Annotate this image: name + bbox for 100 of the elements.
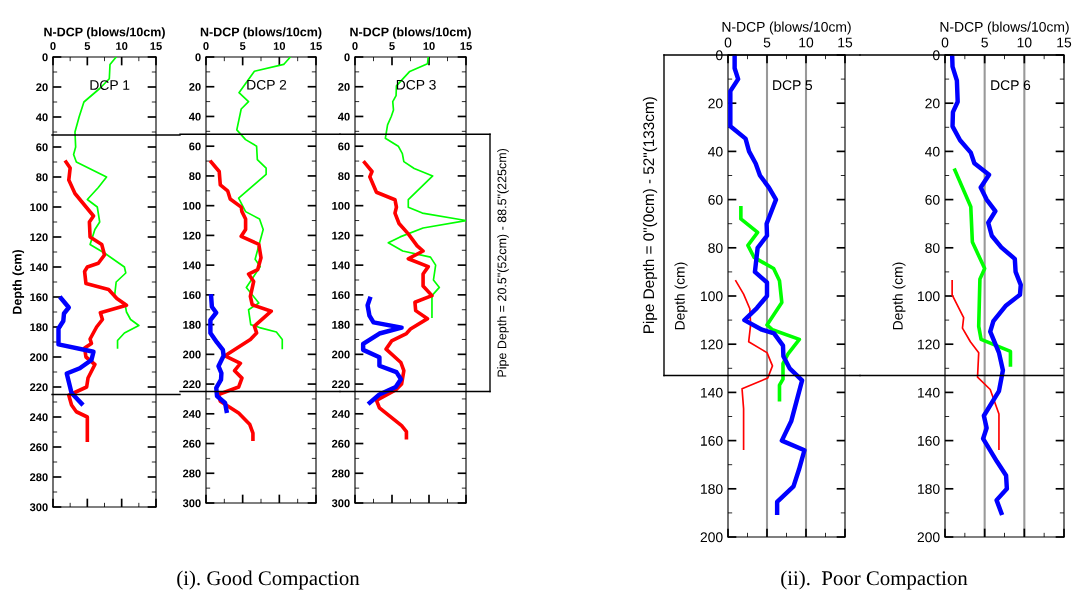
y-tick-label: 160 (183, 291, 201, 299)
y-tick-label: 220 (182, 380, 201, 389)
y-tick-label: 280 (182, 469, 201, 478)
y-tick-label: 20 (338, 83, 350, 91)
y-axis-title: Depth (cm) (892, 262, 906, 330)
y-tick-label: 200 (29, 353, 48, 362)
y-tick-label: 40 (708, 146, 723, 157)
x-tick-label: 5 (981, 37, 988, 48)
line-series (72, 57, 140, 349)
y-tick-label: 140 (918, 387, 940, 398)
line-series (384, 57, 466, 319)
text: (ii). Poor Compaction (781, 570, 968, 590)
y-tick-label: 280 (29, 473, 48, 482)
ref-line-label: Pipe Depth = 20.5"(52cm) - 88.5"(225cm) (497, 148, 509, 377)
y-tick-label: 140 (183, 261, 201, 270)
y-tick-label: 200 (182, 350, 201, 359)
y-tick-label: 200 (331, 350, 350, 359)
y-tick-label: 80 (36, 173, 48, 182)
y-tick-label: 240 (182, 410, 201, 418)
x-tick-label: 10 (273, 42, 286, 50)
x-tick-label: 5 (389, 42, 395, 50)
y-tick-label: 80 (708, 243, 723, 253)
line-series (734, 279, 774, 451)
y-tick-label: 60 (338, 142, 350, 151)
x-axis-title: N-DCP (blows/10cm) (350, 27, 471, 39)
line-series (360, 296, 404, 405)
y-tick-label: 120 (918, 339, 940, 350)
x-tick-label: 0 (203, 42, 209, 50)
x-tick-label: 5 (239, 42, 246, 50)
y-tick-label: 40 (925, 146, 940, 157)
y-tick-label: 180 (332, 320, 350, 329)
x-tick-label: 15 (1057, 37, 1072, 48)
x-axis-title: N-DCP (blows/10cm) (722, 21, 851, 35)
ref-line-label: Pipe Depth = 0"(0cm) - 52"(133cm) (642, 97, 658, 333)
x-tick-label: 10 (799, 37, 814, 48)
y-tick-label: 60 (189, 142, 201, 151)
y-tick-label: 240 (331, 410, 350, 418)
y-tick-label: 120 (30, 233, 48, 242)
y-tick-label: 200 (917, 532, 940, 543)
y-tick-label: 160 (918, 435, 940, 446)
line-series (209, 160, 274, 441)
x-tick-label: 0 (724, 37, 732, 48)
y-tick-label: 60 (925, 194, 940, 205)
text: DCP 3 (396, 79, 436, 90)
line-series (949, 55, 1023, 516)
y-tick-label: 20 (189, 83, 201, 91)
line-series (953, 168, 1013, 367)
y-tick-label: 260 (331, 439, 350, 448)
x-tick-label: 0 (352, 42, 358, 50)
text: (i). Good Compaction (177, 570, 360, 590)
line-series (362, 160, 434, 440)
y-tick-label: 100 (30, 203, 48, 212)
y-tick-label: 100 (183, 201, 201, 210)
line-series (235, 57, 292, 350)
y-tick-label: 100 (332, 201, 350, 210)
x-tick-label: 10 (116, 42, 128, 50)
x-tick-label: 15 (460, 42, 472, 50)
x-tick-label: 15 (150, 42, 162, 50)
y-tick-label: 300 (331, 499, 350, 508)
y-tick-label: 220 (331, 380, 350, 389)
y-tick-label: 40 (188, 112, 201, 121)
y-tick-label: 260 (182, 439, 201, 448)
y-tick-label: 60 (708, 194, 723, 205)
y-tick-label: 120 (332, 231, 350, 240)
y-tick-label: 260 (29, 443, 48, 452)
y-tick-label: 240 (29, 413, 48, 422)
y-tick-label: 200 (700, 532, 723, 543)
line-series (728, 55, 807, 516)
y-axis-title: Depth (cm) (674, 262, 688, 330)
y-tick-label: 40 (35, 113, 48, 122)
x-axis-title: N-DCP (blows/10cm) (44, 27, 165, 39)
x-tick-label: 15 (838, 37, 853, 48)
y-tick-label: 0 (195, 53, 201, 62)
y-tick-label: 20 (708, 98, 723, 109)
x-tick-label: 10 (1017, 37, 1032, 48)
y-tick-label: 180 (30, 323, 48, 332)
y-tick-label: 120 (183, 231, 201, 240)
y-tick-label: 140 (701, 387, 723, 398)
line-series (739, 205, 802, 402)
y-tick-label: 160 (701, 435, 723, 446)
line-series (64, 160, 129, 443)
text: DCP 6 (991, 80, 1031, 91)
x-axis-title: N-DCP (blows/10cm) (940, 21, 1069, 35)
y-tick-label: 300 (29, 503, 48, 512)
y-tick-label: 80 (189, 172, 201, 181)
x-tick-label: 15 (310, 42, 322, 50)
y-tick-label: 180 (701, 484, 723, 494)
x-tick-label: 10 (423, 42, 435, 50)
y-tick-label: 180 (183, 320, 201, 329)
y-tick-label: 140 (30, 263, 48, 272)
y-axis-title: Depth (cm) (12, 249, 25, 314)
x-tick-label: 0 (50, 42, 56, 50)
y-tick-label: 80 (338, 172, 350, 181)
line-series (208, 294, 229, 414)
y-tick-label: 0 (344, 53, 350, 62)
y-tick-label: 20 (925, 98, 940, 109)
y-tick-label: 180 (918, 484, 940, 494)
text: DCP 5 (773, 80, 813, 91)
y-tick-label: 40 (337, 112, 350, 121)
y-tick-label: 60 (36, 143, 48, 152)
